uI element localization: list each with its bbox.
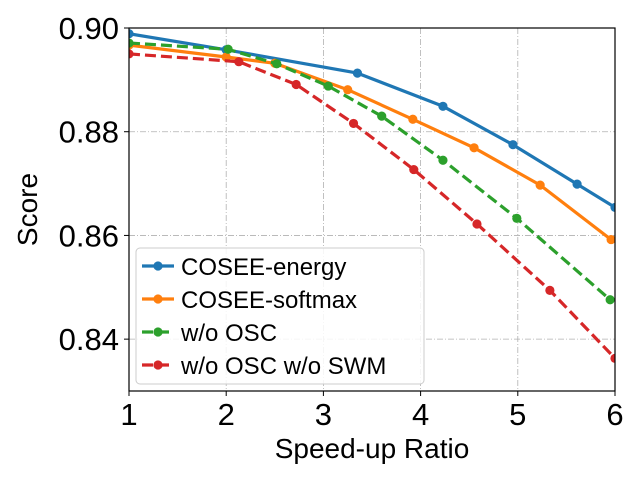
y-axis-label: Score	[12, 173, 43, 246]
data-point-cosee-energy	[438, 101, 448, 111]
data-point-w-o-osc-w-o-swm	[348, 118, 359, 129]
data-point-cosee-softmax	[408, 114, 418, 124]
x-axis-label: Speed-up Ratio	[275, 433, 470, 464]
x-tick-label: 3	[315, 397, 332, 432]
legend-marker	[153, 327, 163, 337]
legend-item: w/o OSC w/o SWM	[142, 353, 386, 380]
data-point-w-o-osc-w-o-swm	[610, 353, 615, 363]
plot-frame	[128, 27, 616, 392]
data-point-w-o-osc	[223, 44, 233, 54]
data-point-w-o-osc-w-o-swm	[129, 49, 134, 59]
data-point-w-o-osc	[438, 155, 448, 165]
x-tick-label: 2	[218, 397, 235, 432]
y-tick-label: 0.90	[59, 11, 119, 46]
series-layer	[129, 29, 615, 363]
y-tick-label: 0.86	[59, 218, 119, 253]
series-line-w-o-osc-w-o-swm	[129, 52, 615, 360]
data-point-cosee-softmax	[221, 52, 231, 62]
data-point-cosee-softmax	[535, 180, 545, 190]
data-point-w-o-osc	[272, 59, 282, 69]
data-point-cosee-energy	[508, 140, 518, 150]
x-tick-label: 4	[412, 397, 429, 432]
legend-label: COSEE-softmax	[181, 287, 357, 314]
series-cosee-energy	[129, 29, 615, 213]
legend-box	[135, 247, 425, 385]
data-point-w-o-osc-w-o-swm	[234, 57, 244, 67]
series-w-o-osc-w-o-swm	[129, 49, 615, 363]
series-line-w-o-osc	[129, 41, 612, 301]
legend-marker	[153, 261, 163, 271]
series-line-cosee-softmax	[129, 43, 613, 241]
data-point-w-o-osc	[512, 213, 522, 223]
data-point-cosee-energy	[610, 202, 615, 213]
data-point-cosee-softmax	[343, 85, 353, 95]
data-point-w-o-osc-w-o-swm	[472, 219, 482, 229]
legend-label: w/o OSC	[180, 320, 277, 347]
x-tick-label: 1	[120, 397, 137, 432]
legend-marker	[153, 360, 163, 370]
legend-item: COSEE-softmax	[142, 287, 357, 314]
data-point-w-o-osc-w-o-swm	[409, 164, 419, 175]
data-point-w-o-osc-w-o-swm	[291, 79, 301, 90]
series-cosee-softmax	[129, 40, 615, 245]
data-point-cosee-softmax	[606, 234, 615, 245]
data-point-w-o-osc	[605, 295, 615, 305]
x-tick-label: 6	[606, 397, 623, 432]
data-point-cosee-softmax	[469, 143, 479, 153]
data-point-w-o-osc	[129, 38, 134, 48]
legend-label: w/o OSC w/o SWM	[180, 353, 386, 380]
legend: COSEE-energy COSEE-softmax w/o OSC w/o OSC …	[135, 247, 425, 385]
data-point-w-o-osc	[377, 111, 387, 121]
legend-marker	[153, 294, 163, 304]
legend-label: COSEE-energy	[181, 254, 346, 281]
data-point-w-o-osc	[323, 81, 333, 91]
data-point-cosee-energy	[572, 179, 582, 189]
legend-item: w/o OSC	[142, 320, 277, 347]
y-tick-label: 0.88	[59, 115, 119, 150]
data-point-w-o-osc-w-o-swm	[545, 285, 555, 295]
data-point-cosee-energy	[352, 68, 363, 78]
ticks: 1 2 3 4 5 6 0.84 0.86 0.88 0.90	[59, 11, 624, 432]
y-tick-label: 0.84	[59, 322, 119, 357]
data-point-cosee-energy	[129, 29, 134, 39]
legend-item: COSEE-energy	[142, 254, 346, 281]
series-w-o-osc	[129, 38, 615, 305]
x-tick-label: 5	[509, 397, 526, 432]
